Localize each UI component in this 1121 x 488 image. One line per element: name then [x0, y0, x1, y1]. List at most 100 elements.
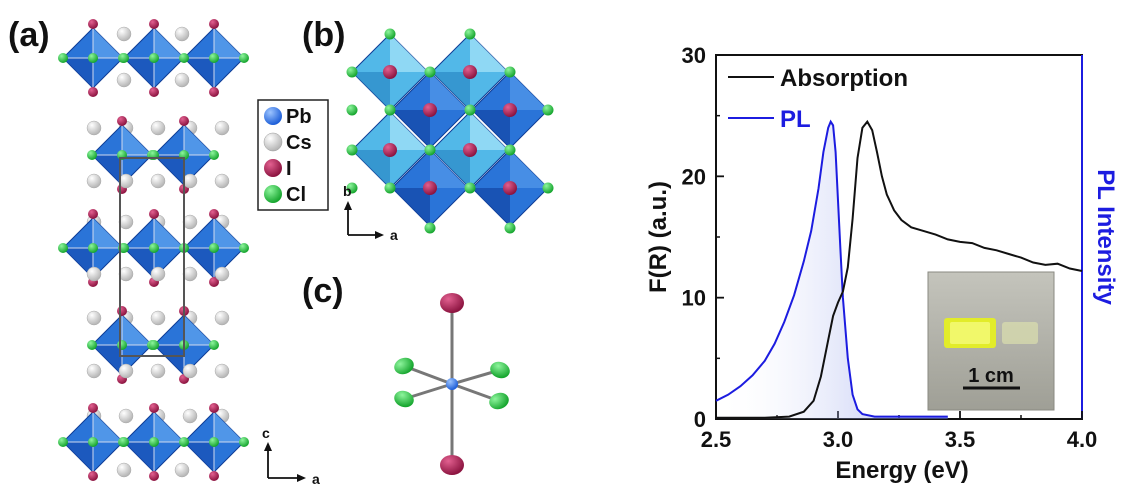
- x-tick-label: 4.0: [1067, 427, 1098, 452]
- panel-c-label: (c): [302, 272, 344, 310]
- chlorine-atom: [239, 243, 249, 253]
- cesium-atom: [116, 26, 132, 42]
- x-tick-label: 2.5: [701, 427, 732, 452]
- panel-c-octahedron: [394, 293, 510, 475]
- cesium-atom: [214, 363, 230, 379]
- chlorine-atom: [384, 182, 396, 194]
- chlorine-atom: [394, 357, 414, 375]
- axis-b-a-label: a: [390, 227, 398, 243]
- panel-b-structure: [346, 28, 554, 234]
- chlorine-atom: [209, 437, 219, 447]
- x-axis-title: Energy (eV): [835, 457, 968, 484]
- chlorine-atom: [504, 222, 516, 234]
- panel-b-label: (b): [302, 16, 345, 54]
- cesium-atom: [174, 26, 190, 42]
- cesium-atom: [214, 310, 230, 326]
- chlorine-atom: [464, 182, 476, 194]
- iodine-atom: [383, 143, 397, 157]
- iodine-atom-top: [440, 293, 464, 313]
- chlorine-atom: [58, 53, 68, 63]
- iodine-atom-bottom: [440, 455, 464, 475]
- cesium-atom: [86, 310, 102, 326]
- chlorine-atom: [424, 144, 436, 156]
- chlorine-atom: [489, 392, 509, 410]
- chlorine-atom: [384, 28, 396, 40]
- cesium-atom: [118, 408, 134, 424]
- chlorine-atom: [209, 53, 219, 63]
- chlorine-atom: [119, 437, 129, 447]
- legend-label-i: I: [286, 158, 292, 180]
- cesium-atom: [86, 173, 102, 189]
- legend-label-cl: Cl: [286, 184, 306, 206]
- octahedron: [351, 33, 429, 111]
- chlorine-atom: [504, 144, 516, 156]
- y-tick-label: 30: [682, 43, 706, 68]
- series-line-pl: [715, 119, 948, 418]
- cesium-atom: [150, 173, 166, 189]
- chlorine-atom: [58, 437, 68, 447]
- inset-photo: 1 cm: [927, 271, 1055, 411]
- chlorine-atom: [179, 53, 189, 63]
- chlorine-atom: [490, 361, 510, 379]
- chlorine-atom: [209, 150, 219, 160]
- iodine-atom: [383, 65, 397, 79]
- y-tick-labels: 0 10 20 30: [682, 43, 706, 432]
- cesium-atom: [116, 72, 132, 88]
- legend-swatch-pb: [264, 107, 282, 125]
- cesium-atom: [86, 266, 102, 282]
- cesium-atom: [86, 363, 102, 379]
- chlorine-atom: [464, 28, 476, 40]
- octahedron: [471, 71, 549, 149]
- chlorine-atom: [464, 104, 476, 116]
- chlorine-atom: [209, 340, 219, 350]
- y2-axis-title: PL Intensity: [1092, 169, 1119, 305]
- chlorine-atom: [88, 53, 98, 63]
- y-axis-title: F(R) (a.u.): [645, 181, 672, 293]
- y-tick-label: 10: [682, 286, 706, 311]
- panel-b-axes: b a: [343, 183, 398, 243]
- panel-a-axes: c a: [262, 425, 320, 487]
- cesium-atom: [182, 214, 198, 230]
- legend-label-absorption: Absorption: [780, 65, 908, 92]
- iodine-atom: [503, 103, 517, 117]
- axis-c-label: c: [262, 425, 270, 441]
- scale-bar-label: 1 cm: [968, 365, 1014, 387]
- chlorine-atom: [542, 104, 554, 116]
- legend-label-pl: PL: [780, 106, 811, 133]
- chlorine-atom: [87, 340, 97, 350]
- cesium-atom: [182, 266, 198, 282]
- crystal-pale: [1002, 322, 1038, 344]
- legend-label-pb: Pb: [286, 106, 312, 128]
- cesium-atom: [150, 310, 166, 326]
- iodine-atom: [503, 181, 517, 195]
- chlorine-atom: [394, 390, 414, 408]
- cesium-atom: [86, 120, 102, 136]
- pl-fill-area: [716, 121, 948, 419]
- legend-label-cs: Cs: [286, 132, 312, 154]
- iodine-atom: [463, 65, 477, 79]
- cesium-atom: [150, 363, 166, 379]
- cesium-atom: [182, 173, 198, 189]
- cesium-atom: [182, 363, 198, 379]
- cesium-atom: [118, 173, 134, 189]
- chlorine-atom: [87, 150, 97, 160]
- chlorine-atom: [239, 437, 249, 447]
- cesium-atom: [150, 120, 166, 136]
- x-tick-label: 3.5: [945, 427, 976, 452]
- chlorine-atom: [346, 144, 358, 156]
- lead-atom: [446, 378, 458, 390]
- axis-a-label: a: [312, 471, 320, 487]
- cesium-atom: [182, 408, 198, 424]
- legend-swatch-cl: [264, 185, 282, 203]
- cesium-atom: [118, 363, 134, 379]
- chlorine-atom: [424, 222, 436, 234]
- cesium-atom: [174, 462, 190, 478]
- legend-swatch-i: [264, 159, 282, 177]
- series-legend: Absorption PL: [728, 65, 908, 133]
- octahedron: [431, 33, 509, 111]
- chlorine-atom: [88, 437, 98, 447]
- chlorine-atom: [209, 243, 219, 253]
- octahedron: [431, 111, 509, 189]
- panel-a-label: (a): [8, 16, 50, 54]
- x-tick-label: 3.0: [823, 427, 854, 452]
